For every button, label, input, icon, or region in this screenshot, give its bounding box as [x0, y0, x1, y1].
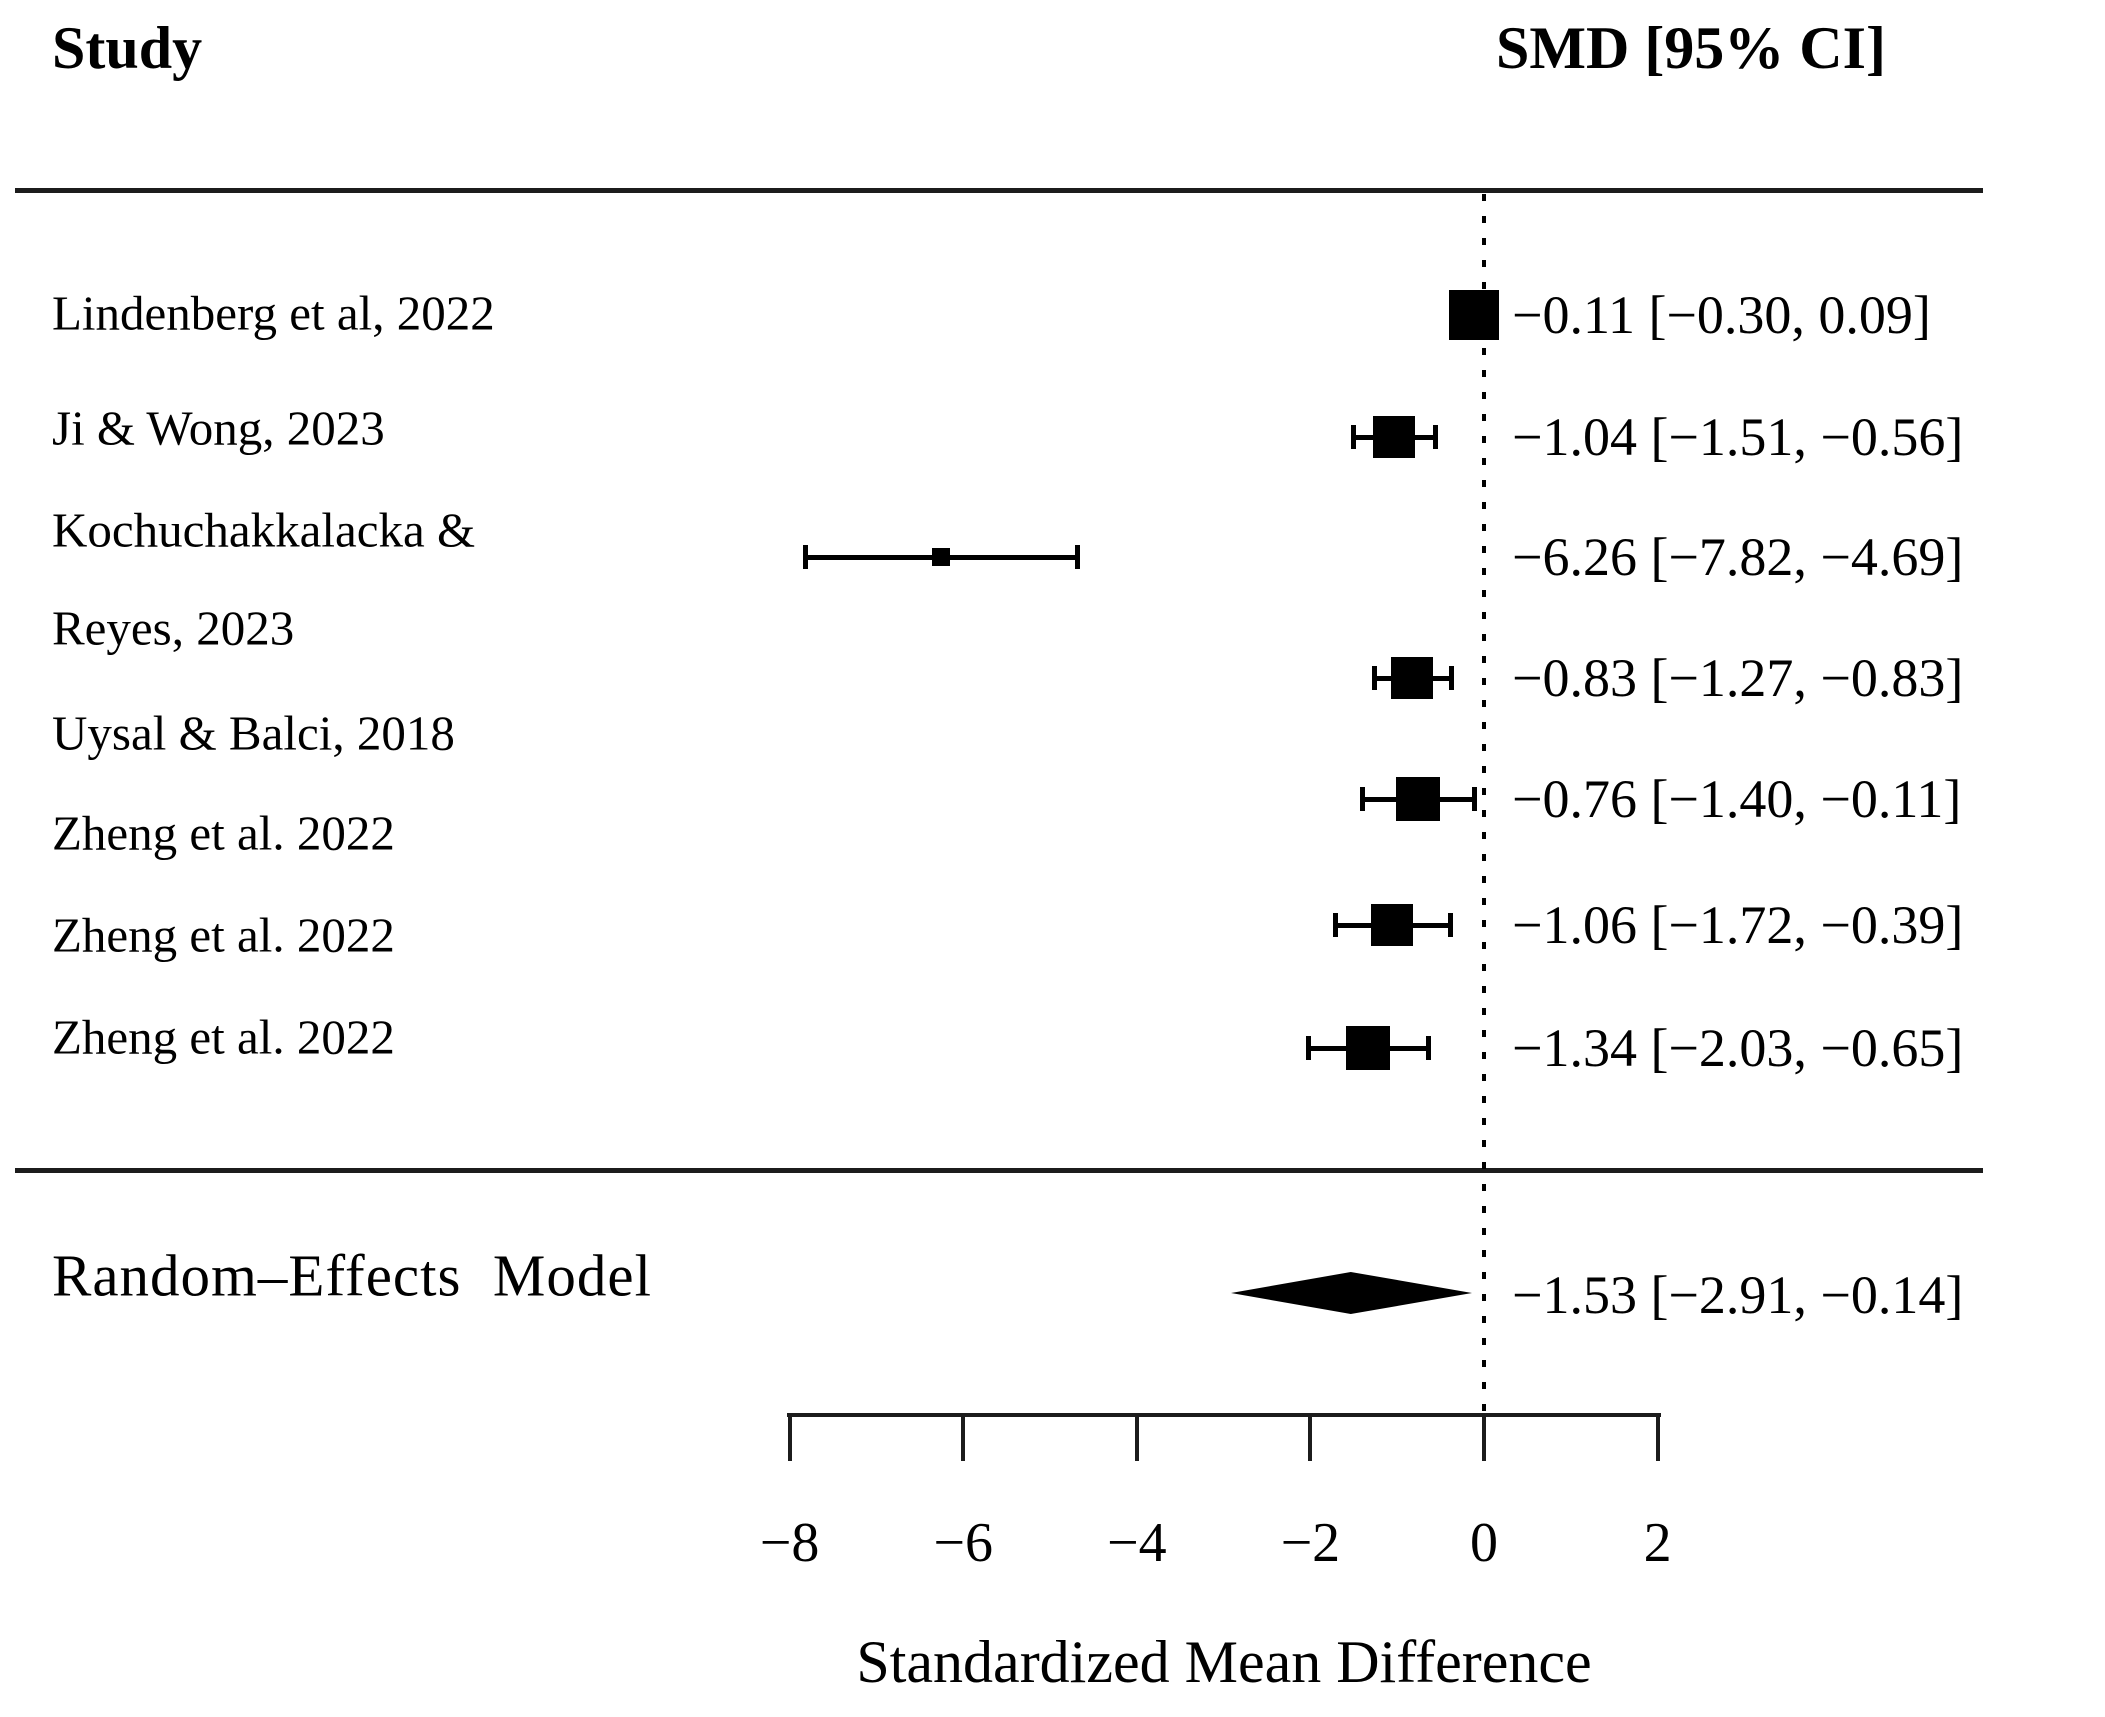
summary-model-label: Random–Effects Model — [52, 1242, 652, 1309]
x-axis-tick-label: −6 — [933, 1512, 993, 1574]
ci-cap-right — [1472, 787, 1478, 811]
study-label: Uysal & Balci, 2018 — [52, 705, 455, 761]
ci-cap-left — [1360, 787, 1366, 811]
column-header-smd-ci: SMD [95% CI] — [1496, 15, 1886, 81]
x-axis-tick — [1655, 1415, 1660, 1461]
study-annotation: −1.34 [−2.03, −0.65] — [1512, 1018, 1964, 1078]
ci-cap-right — [1074, 545, 1080, 569]
zero-reference-line — [1482, 194, 1486, 1414]
ci-cap-left — [1305, 1036, 1311, 1060]
study-label: Reyes, 2023 — [52, 600, 295, 656]
study-label: Ji & Wong, 2023 — [52, 400, 385, 456]
ci-cap-right — [1425, 1036, 1431, 1060]
study-label: Lindenberg et al, 2022 — [52, 285, 495, 341]
x-axis-tick-label: −8 — [759, 1512, 820, 1574]
top-rule — [15, 188, 1983, 193]
x-axis-tick — [1134, 1415, 1139, 1461]
point-estimate-square — [1390, 657, 1433, 699]
x-axis-title: Standardized Mean Difference — [856, 1629, 1592, 1695]
x-axis-line — [787, 1413, 1661, 1417]
ci-cap-right — [1448, 913, 1454, 937]
x-axis-tick-label: 0 — [1470, 1512, 1498, 1574]
point-estimate-square — [1345, 1026, 1390, 1070]
x-axis-tick-label: −2 — [1280, 1512, 1341, 1574]
study-annotation: −1.04 [−1.51, −0.56] — [1512, 407, 1964, 467]
study-label: Zheng et al. 2022 — [52, 805, 395, 861]
point-estimate-square — [1396, 777, 1441, 821]
ci-cap-right — [1449, 666, 1455, 690]
summary-diamond-marker — [1231, 1272, 1473, 1314]
point-estimate-square — [931, 548, 950, 566]
study-label: Kochuchakkalacka & — [52, 502, 476, 558]
ci-cap-right — [1433, 425, 1439, 449]
study-annotation: −0.11 [−0.30, 0.09] — [1512, 285, 1931, 345]
point-estimate-square — [1372, 416, 1415, 458]
separator-rule — [15, 1168, 1983, 1173]
x-axis-tick — [787, 1415, 792, 1461]
x-axis-tick-label: 2 — [1643, 1512, 1672, 1574]
study-annotation: −0.76 [−1.40, −0.11] — [1512, 769, 1962, 829]
study-annotation: −1.06 [−1.72, −0.39] — [1512, 895, 1964, 955]
summary-annotation: −1.53 [−2.91, −0.14] — [1512, 1265, 1964, 1325]
ci-cap-left — [1371, 666, 1377, 690]
x-axis-tick — [961, 1415, 966, 1461]
x-axis-tick — [1482, 1415, 1486, 1461]
point-estimate-square — [1370, 904, 1413, 946]
x-axis-tick — [1308, 1415, 1313, 1461]
ci-cap-left — [1332, 913, 1338, 937]
ci-cap-left — [803, 545, 809, 569]
ci-cap-left — [1350, 425, 1356, 449]
column-header-study: Study — [52, 15, 203, 81]
study-annotation: −0.83 [−1.27, −0.83] — [1512, 648, 1964, 708]
point-estimate-square — [1449, 290, 1500, 340]
study-annotation: −6.26 [−7.82, −4.69] — [1512, 527, 1964, 587]
x-axis-tick-label: −4 — [1107, 1512, 1167, 1574]
study-label: Zheng et al. 2022 — [52, 1009, 395, 1065]
study-label: Zheng et al. 2022 — [52, 907, 395, 963]
